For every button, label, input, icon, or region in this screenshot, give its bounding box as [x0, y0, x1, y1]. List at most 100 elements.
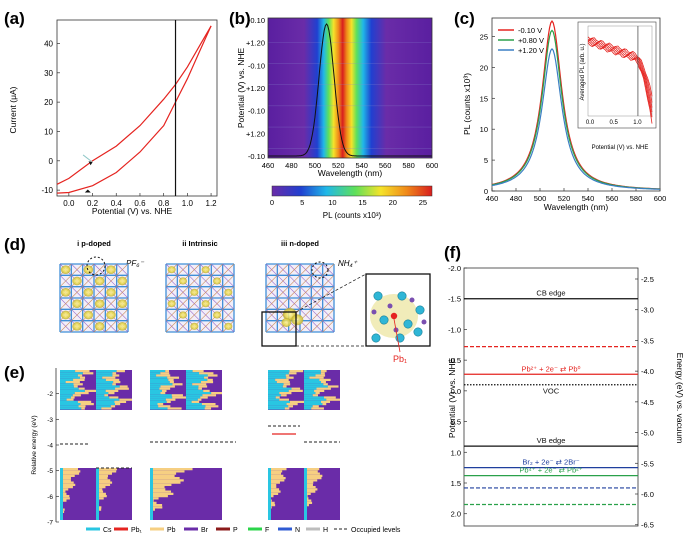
- dos-cs-strip: [96, 374, 113, 377]
- dos-cs-strip: [268, 405, 289, 408]
- dos-cs-strip: [268, 385, 283, 388]
- title-n-doped: iii n-doped: [281, 239, 319, 248]
- dos-pb-strip: [323, 383, 328, 386]
- y-tick-label-e: -4: [47, 443, 53, 450]
- dos-cs-strip: [150, 405, 159, 408]
- right-tick-label-f: -4.0: [641, 367, 654, 376]
- zoom-inset-content: [370, 291, 427, 353]
- zoom-atom-cs: [371, 333, 381, 343]
- lattice-diagonal: [322, 309, 335, 321]
- dos-pb-strip: [320, 372, 325, 375]
- dos-pb-strip: [309, 376, 324, 379]
- lattice-diagonal: [177, 263, 189, 276]
- x-tick-label-c: 520: [558, 194, 571, 203]
- vb-pb-strip: [150, 481, 181, 484]
- legend-label-e: N: [295, 527, 300, 534]
- dos-cs-strip: [186, 403, 202, 406]
- dos-pb-strip: [101, 407, 112, 410]
- vb-pb-strip: [96, 492, 106, 495]
- dos-cs-strip: [60, 407, 82, 410]
- x-tick-label-b: 560: [379, 161, 392, 170]
- colorbar-tick-label: 25: [419, 198, 427, 207]
- dos-cs-strip: [96, 396, 110, 399]
- panel-f-energy-levels: (f) -2.0 -1.5 -1.0 -0.5 0.0 0.5 1.0 1.5 2.0 -2.5…: [444, 243, 685, 530]
- dos-cs-strip: [96, 383, 113, 386]
- vb-pb-strip: [96, 472, 112, 475]
- lattice-diagonal: [105, 275, 117, 287]
- lattice-diagonal: [188, 275, 201, 287]
- y-tick-label-b: -0.10: [248, 61, 265, 70]
- lattice-diagonal: [311, 320, 323, 333]
- dos-cs-strip: [304, 398, 327, 401]
- vb-pb-strip: [150, 504, 163, 507]
- title-intrinsic: ii Intrinsic: [182, 239, 217, 248]
- dos-cs-strip: [268, 376, 287, 379]
- vb-block-4: [304, 468, 340, 520]
- dos-cs-strip: [268, 372, 289, 375]
- dos-cs-strip: [150, 387, 160, 390]
- dos-pb-strip: [116, 370, 125, 373]
- vb-pb-strip: [150, 506, 163, 509]
- dos-pb-strip: [207, 374, 218, 377]
- lattice-diagonal: [165, 275, 178, 287]
- lattice-diagonal: [71, 286, 83, 299]
- dos-pb-strip: [75, 370, 90, 373]
- x-tick-label-b: 520: [332, 161, 345, 170]
- x-tick-label-a: 0.6: [134, 199, 146, 208]
- dos-cs-strip: [60, 394, 73, 397]
- dos-pb-strip: [275, 378, 289, 381]
- dos-cs-strip: [60, 392, 75, 395]
- vb-pb-strip: [304, 501, 313, 504]
- dos-cs-strip: [96, 376, 103, 379]
- dos-pb-strip: [65, 381, 80, 384]
- dos-pb-strip: [77, 400, 92, 403]
- title-p-doped: i p-doped: [77, 239, 111, 248]
- energy-level-label: Pb⁴⁺ + 2e⁻ ⇄ Pb²⁺: [519, 466, 582, 475]
- dos-pb-strip: [311, 407, 324, 410]
- vb-pb-strip: [268, 472, 282, 475]
- dos-cs-strip: [268, 403, 287, 406]
- cv-curves: [56, 20, 212, 196]
- lattice-diagonal: [322, 275, 335, 287]
- vb-pb-strip: [60, 479, 71, 482]
- dos-cs-strip: [150, 383, 173, 386]
- charge-density-blob: [167, 266, 176, 274]
- charge-density-blob: [179, 311, 187, 319]
- charge-density-blob: [106, 265, 116, 274]
- dos-cs-strip: [304, 387, 317, 390]
- dos-pb-strip: [81, 407, 85, 410]
- dos-cs-strip: [304, 403, 323, 406]
- charge-density-blob: [291, 314, 304, 326]
- dos-cs-strip: [96, 372, 113, 375]
- dos-pb-strip: [78, 405, 86, 408]
- dos-pb-strip: [321, 381, 326, 384]
- dos-pb-strip: [191, 400, 200, 403]
- lattice-diagonal: [311, 309, 323, 321]
- legend-label-e: Occupied levels: [351, 527, 401, 534]
- vb-cs-strip: [150, 468, 153, 520]
- vb-pb-strip: [96, 495, 107, 498]
- lattice-diagonal: [165, 320, 178, 333]
- x-tick-label-c: 460: [486, 194, 499, 203]
- dos-cs-strip: [304, 394, 313, 397]
- vb-pb-strip: [304, 499, 312, 502]
- dos-cs-strip: [150, 370, 166, 373]
- lattice-structures: [59, 263, 335, 333]
- dos-cs-strip: [96, 378, 106, 381]
- dos-cs-strip: [268, 378, 276, 381]
- lattice-diagonal: [322, 297, 335, 310]
- lattice-diagonal: [59, 297, 72, 310]
- dos-cs-strip: [186, 376, 205, 379]
- y-tick-label-c: 20: [480, 63, 488, 72]
- inset-x-tick-label: 0.0: [586, 120, 595, 126]
- dos-pb-strip: [282, 385, 287, 388]
- lattice-diagonal: [265, 297, 278, 310]
- lattice-diagonal: [59, 320, 72, 333]
- lattice-diagonal: [105, 320, 117, 333]
- dos-pb-strip: [167, 376, 180, 379]
- lattice-diagonal: [177, 286, 189, 299]
- plot-frame-b: [267, 17, 433, 159]
- cb-block-3: [186, 370, 222, 410]
- ion-label-pf6: PF₆⁻: [126, 259, 144, 268]
- charge-density-blob: [117, 276, 128, 286]
